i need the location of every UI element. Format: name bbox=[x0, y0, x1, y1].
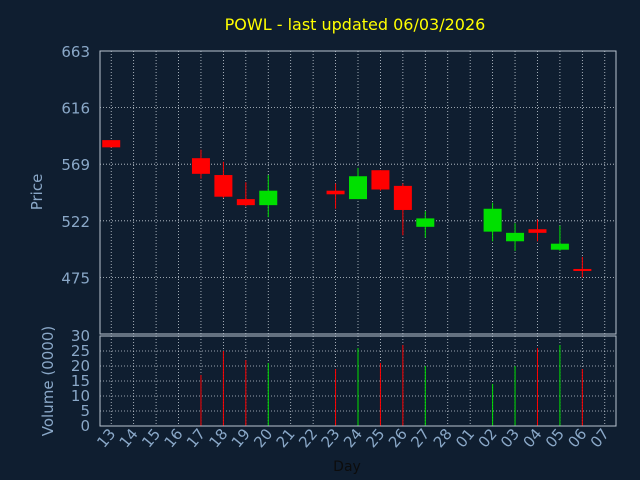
chart-title: POWL - last updated 06/03/2026 bbox=[225, 15, 486, 34]
price-axis-label: Price bbox=[28, 174, 46, 211]
candle-body bbox=[528, 229, 547, 233]
candle-body bbox=[483, 208, 502, 232]
candles bbox=[102, 140, 592, 278]
candle-body bbox=[349, 176, 367, 200]
volume-tick-label: 25 bbox=[71, 342, 90, 360]
candle-body bbox=[326, 190, 345, 195]
x-axis-label: Day bbox=[333, 459, 361, 475]
candle-body bbox=[102, 140, 121, 148]
volume-panel-frame bbox=[99, 335, 617, 427]
price-tick-label: 663 bbox=[61, 43, 90, 61]
volume-tick-label: 0 bbox=[80, 417, 90, 435]
volume-tick-label: 20 bbox=[71, 357, 90, 375]
price-tick-labels: 663 616 569 522 475 bbox=[61, 43, 90, 287]
volume-bars bbox=[200, 345, 583, 426]
volume-tick-label: 30 bbox=[71, 327, 90, 345]
candle-body bbox=[371, 170, 390, 190]
candle-body bbox=[191, 158, 210, 174]
day-tick-labels: 1314151617181920212223242526272801020304… bbox=[93, 425, 613, 451]
price-tick-label: 522 bbox=[61, 213, 90, 231]
price-tick-label: 569 bbox=[61, 156, 90, 174]
price-tick-label: 475 bbox=[61, 269, 90, 287]
candle-body bbox=[550, 243, 569, 250]
volume-tick-label: 15 bbox=[71, 372, 90, 390]
volume-tick-label: 5 bbox=[80, 402, 90, 420]
price-panel-frame bbox=[99, 50, 617, 335]
volume-tick-label: 10 bbox=[71, 387, 90, 405]
candle-body bbox=[573, 268, 592, 271]
candle-body bbox=[416, 218, 435, 227]
candle-body bbox=[236, 199, 255, 206]
volume-axis-label: Volume (0000) bbox=[39, 326, 57, 436]
candle-body bbox=[259, 190, 278, 206]
candle-body bbox=[393, 185, 412, 210]
candle-body bbox=[214, 175, 233, 197]
candle-body bbox=[506, 232, 525, 242]
price-tick-label: 616 bbox=[61, 100, 90, 118]
